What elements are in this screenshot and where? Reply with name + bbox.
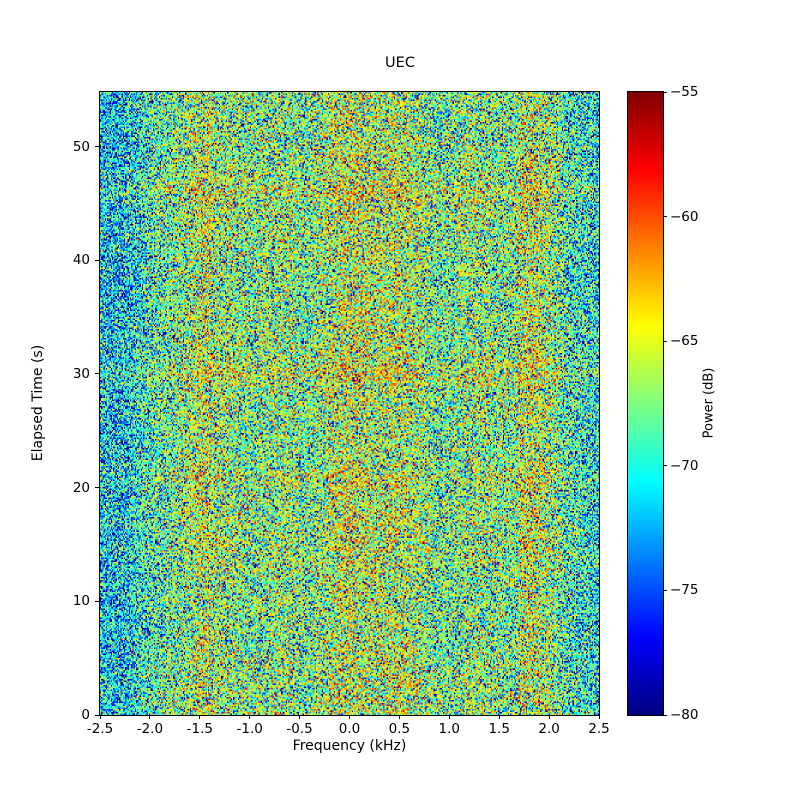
colorbar-tick-label: −75 (670, 582, 699, 599)
colorbar-tick-label: −60 (670, 208, 699, 225)
x-tick (249, 715, 251, 719)
x-tick (448, 715, 450, 719)
x-tick-label: -2.5 (86, 721, 114, 737)
y-tick-label: 30 (72, 365, 90, 382)
x-tick-label: -1.0 (236, 721, 263, 737)
x-tick-label: -0.5 (286, 721, 313, 737)
title-instrument: UEC (385, 55, 415, 71)
x-tick-label: 2.0 (538, 721, 560, 737)
x-tick (548, 715, 550, 719)
colorbar-tick-label: −65 (670, 333, 699, 350)
spectrogram-image (100, 92, 599, 715)
colorbar-tick (663, 714, 667, 716)
colorbar-tick (663, 465, 667, 467)
spectrogram-plot-area (99, 91, 600, 716)
colorbar-tick-label: −55 (670, 84, 699, 100)
x-tick-label: 2.5 (588, 721, 610, 737)
x-tick-label: 1.0 (438, 721, 461, 737)
x-tick (598, 715, 600, 719)
colorbar-tick (663, 589, 667, 591)
colorbar-gradient (628, 92, 663, 715)
y-tick (95, 259, 99, 261)
x-tick-label: 0.0 (338, 721, 361, 737)
y-axis-label: Elapsed Time (s) (30, 344, 46, 462)
y-tick-label: 20 (72, 479, 90, 496)
y-tick (95, 714, 99, 716)
colorbar-tick (663, 91, 667, 93)
x-tick (498, 715, 500, 719)
colorbar-tick-label: −80 (670, 707, 699, 723)
x-tick-label: -1.5 (186, 721, 213, 737)
y-tick-label: 40 (72, 252, 90, 269)
y-tick-label: 10 (72, 593, 90, 610)
x-tick (199, 715, 201, 719)
x-tick-label: 0.5 (388, 721, 411, 737)
x-tick-label: -2.0 (136, 721, 164, 737)
x-tick-label: 1.5 (488, 721, 510, 737)
colorbar-tick (663, 340, 667, 342)
y-tick (95, 487, 99, 489)
x-tick (398, 715, 400, 719)
colorbar (627, 91, 664, 716)
y-tick-label: 0 (81, 707, 90, 723)
x-tick (299, 715, 301, 719)
colorbar-tick-label: −70 (670, 457, 699, 474)
y-tick (95, 373, 99, 375)
y-tick (95, 146, 99, 148)
x-tick (149, 715, 151, 719)
x-tick (99, 715, 101, 719)
x-tick (349, 715, 350, 719)
x-axis-label: Frequency (kHz) (292, 738, 407, 754)
y-tick-label: 50 (72, 138, 90, 155)
y-tick (95, 600, 99, 602)
colorbar-label: Power (dB) (701, 367, 717, 439)
colorbar-tick (663, 216, 667, 218)
